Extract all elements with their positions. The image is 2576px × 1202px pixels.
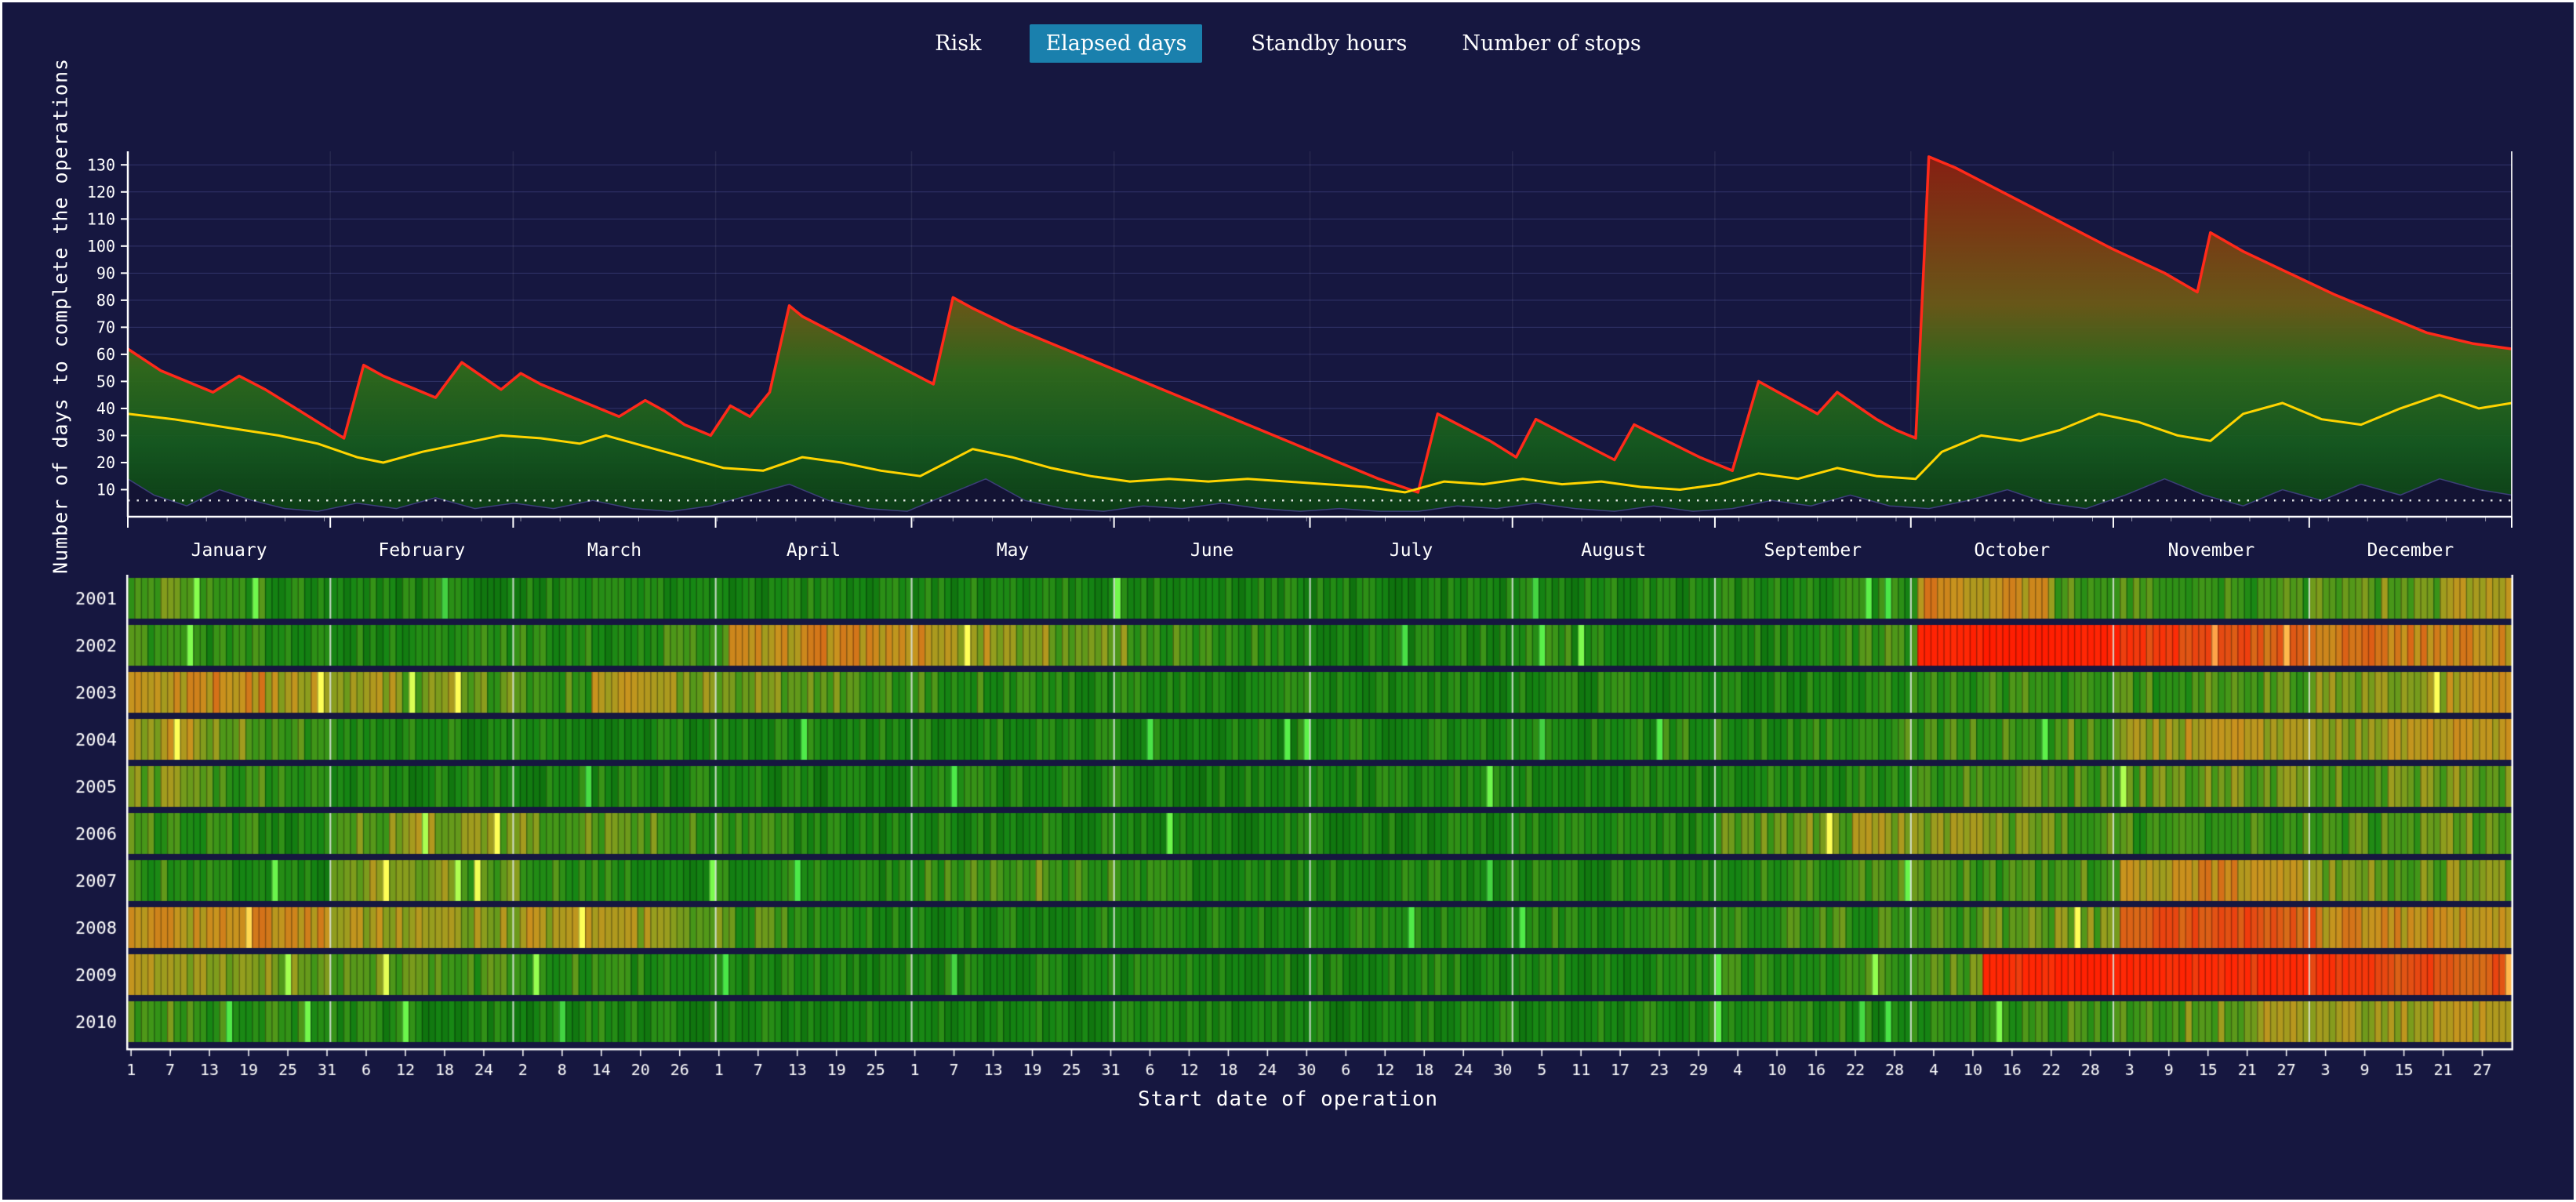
svg-text:20: 20 (96, 453, 115, 472)
svg-text:December: December (2367, 540, 2454, 561)
x-axis-title: Start date of operation (1137, 1088, 1439, 1111)
elapsed-days-heatmap[interactable] (2, 575, 2574, 1092)
svg-text:30: 30 (96, 426, 115, 445)
svg-text:80: 80 (96, 291, 115, 310)
svg-text:40: 40 (96, 399, 115, 418)
tab-number-of-stops[interactable]: Number of stops (1462, 31, 1641, 56)
tab-elapsed-days[interactable]: Elapsed days (1030, 24, 1203, 63)
elapsed-days-line-chart[interactable]: 10 20 30 40 50 60 70 80 90 100 110 120 130 January Feb… (2, 2, 2574, 575)
svg-text:May: May (997, 540, 1030, 561)
svg-text:10: 10 (96, 480, 115, 499)
svg-text:100: 100 (87, 237, 115, 256)
svg-text:January: January (191, 540, 267, 561)
tab-standby-hours[interactable]: Standby hours (1251, 31, 1408, 56)
svg-text:July: July (1390, 540, 1433, 561)
svg-text:70: 70 (96, 318, 115, 336)
svg-text:130: 130 (87, 155, 115, 174)
svg-text:February: February (378, 540, 465, 561)
y-axis-title: Number of days to complete the operation… (49, 57, 72, 575)
svg-text:April: April (787, 540, 841, 561)
svg-text:120: 120 (87, 183, 115, 202)
svg-text:60: 60 (96, 345, 115, 364)
svg-text:110: 110 (87, 209, 115, 228)
svg-text:90: 90 (96, 263, 115, 282)
svg-text:March: March (587, 540, 641, 561)
svg-text:50: 50 (96, 372, 115, 390)
svg-text:June: June (1190, 540, 1234, 561)
svg-text:October: October (1974, 540, 2050, 561)
tab-bar: Risk Elapsed days Standby hours Number o… (2, 24, 2574, 63)
svg-text:August: August (1581, 540, 1646, 561)
svg-text:November: November (2168, 540, 2255, 561)
svg-text:September: September (1764, 540, 1862, 561)
tab-risk[interactable]: Risk (935, 31, 982, 56)
